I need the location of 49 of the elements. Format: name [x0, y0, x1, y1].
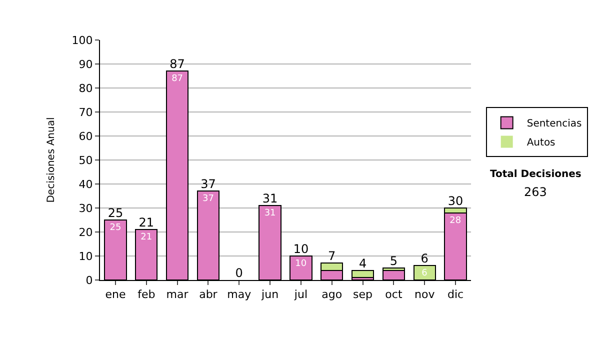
y-tick-label: 20 — [78, 226, 93, 239]
data-label: 21 — [140, 232, 152, 243]
data-label: 28 — [450, 216, 462, 226]
y-tick-label: 50 — [78, 154, 93, 167]
legend-label: Sentencias — [526, 118, 582, 130]
total-label: 25 — [108, 206, 124, 220]
y-tick-label: 100 — [72, 34, 93, 47]
x-tick-label: sep — [353, 288, 373, 302]
total-label: 31 — [262, 192, 278, 206]
data-label: 6 — [422, 268, 428, 279]
text: Total Decisiones — [490, 169, 582, 180]
legend-label: Autos — [526, 138, 556, 149]
x-tick-label: mar — [166, 288, 189, 302]
total-label: 5 — [390, 254, 398, 268]
total-label: 87 — [170, 57, 185, 72]
total-label: 7 — [328, 249, 336, 264]
y-tick-label: 90 — [78, 58, 93, 71]
y-tick-label: 0 — [86, 274, 93, 287]
total-label: 37 — [200, 177, 216, 192]
total-label: 30 — [448, 194, 464, 208]
total-label: 4 — [358, 256, 367, 270]
y-tick-label: 40 — [78, 178, 93, 191]
x-tick-label: abr — [199, 288, 218, 302]
total-label: 21 — [138, 216, 154, 230]
data-label: 87 — [172, 74, 184, 84]
x-tick-label: ene — [105, 288, 126, 302]
x-tick-label: feb — [138, 288, 156, 302]
y-tick-label: 80 — [78, 82, 93, 95]
data-label: 31 — [264, 208, 276, 219]
data-label: 37 — [202, 194, 214, 204]
total-label: 0 — [235, 266, 243, 280]
bar — [351, 270, 374, 278]
y-axis-title: Decisiones Anual — [46, 117, 57, 203]
x-tick-label: may — [227, 288, 252, 302]
x-tick-label: oct — [385, 288, 403, 302]
data-label: 10 — [295, 259, 307, 269]
total-label: 10 — [293, 242, 309, 256]
x-tick-label: jul — [293, 288, 308, 302]
data-label: 25 — [110, 223, 122, 233]
x-tick-label: dic — [447, 288, 464, 302]
y-tick-label: 10 — [78, 250, 93, 263]
x-tick-label: jun — [260, 288, 279, 302]
total-label: 6 — [420, 252, 428, 266]
y-tick-label: 30 — [78, 202, 93, 215]
text: 263 — [524, 185, 547, 199]
y-tick-label: 70 — [78, 106, 93, 119]
x-tick-label: nov — [414, 288, 436, 302]
x-tick-label: ago — [322, 288, 342, 302]
y-tick-label: 60 — [78, 130, 93, 143]
